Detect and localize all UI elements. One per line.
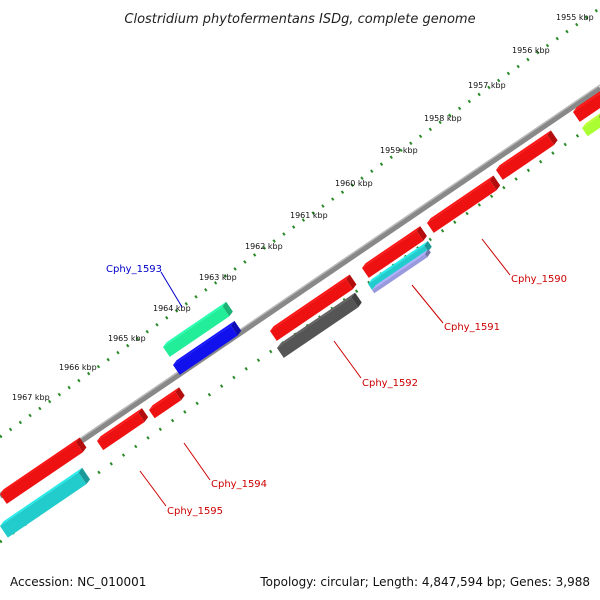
kbp-label: 1956 kbp: [512, 46, 550, 55]
leader-cphy-1593: [160, 271, 183, 308]
accession-text: Accession: NC_010001: [10, 575, 146, 589]
kbp-label: 1960 kbp: [335, 179, 373, 188]
kbp-label: 1958 kbp: [424, 114, 462, 123]
gene-top-right-lime-top-face: [582, 113, 600, 128]
gene-cphy-1592-red-side-face: [346, 274, 357, 290]
gene-cphy-1591-cyan-top-face: [368, 240, 428, 284]
kbp-label: 1962 kbp: [245, 242, 283, 251]
gene-cphy-1590-b[interactable]: [427, 175, 501, 233]
gene-label-cphy-1593[interactable]: Cphy_1593: [106, 264, 162, 275]
gene-top-right-red-front-face: [573, 94, 600, 122]
gene-cphy-1595[interactable]: [97, 408, 149, 451]
genome-backbone: [0, 85, 600, 499]
gene-features: [0, 91, 600, 538]
gene-cphy-1592[interactable]: [277, 292, 362, 358]
genome-summary-text: Topology: circular; Length: 4,847,594 bp…: [259, 575, 590, 589]
gene-cphy-1594-side-face: [175, 387, 185, 401]
gene-top-right-red-top-face: [573, 91, 600, 112]
gene-left-red-front-face: [0, 442, 83, 504]
gene-upper-red-1-front-face: [362, 230, 424, 278]
kbp-label: 1959 kbp: [380, 146, 418, 155]
gene-cphy-1590-a-side-face: [547, 130, 558, 146]
gene-left-red-top-face: [0, 437, 80, 494]
gene-cphy-1595-front-face: [97, 412, 145, 451]
gene-left-cyan-top-face: [0, 467, 83, 526]
gene-upper-red-1-side-face: [416, 226, 427, 241]
gene-cphy-1591-cyan-front-face: [368, 245, 429, 290]
gene-cphy-1593[interactable]: [163, 301, 233, 357]
kbp-label: 1957 kbp: [468, 81, 506, 90]
gene-cphy-1593-front-face: [163, 306, 230, 357]
gene-cphy-1592-front-face: [277, 297, 359, 358]
gene-cphy-1590-b-side-face: [489, 175, 501, 191]
kbp-label: 1964 kbp: [153, 304, 191, 313]
gene-cphy-1591-cyan-side-face: [424, 240, 432, 252]
gene-upper-red-1-top-face: [362, 226, 421, 268]
outer-tick-ruler: [0, 6, 600, 439]
gene-cphy-1592-red-front-face: [270, 279, 353, 341]
gene-cphy-1594-front-face: [149, 392, 182, 419]
leader-cphy-1591: [411, 284, 444, 324]
gene-cphy-1593-side-face: [222, 301, 233, 317]
kbp-label: 1963 kbp: [199, 273, 237, 282]
leader-cphy-1590: [481, 238, 511, 276]
kbp-label: 1961 kbp: [290, 211, 328, 220]
gene-left-red[interactable]: [0, 437, 87, 504]
gene-cphy-1590-a-front-face: [496, 135, 555, 180]
gene-left-cyan-front-face: [0, 472, 87, 538]
kbp-label: 1955 kbp: [556, 13, 594, 22]
gene-top-right-lime-front-face: [582, 116, 600, 137]
genome-backbone-highlight: [0, 84, 600, 494]
kbp-label: 1967 kbp: [12, 393, 50, 402]
gene-cphy-1594-top-face: [149, 387, 180, 410]
gene-cphy-1593-top-face: [163, 301, 227, 347]
gene-cphy-1593-b-front-face: [173, 325, 238, 375]
gene-left-cyan-side-face: [78, 467, 91, 485]
map-title: Clostridium phytofermentans ISDg, comple…: [124, 12, 475, 27]
gene-cphy-1593-b[interactable]: [173, 320, 242, 375]
gene-cphy-1591-cyan[interactable]: [368, 240, 432, 290]
leader-cphy-1594: [183, 442, 211, 481]
kbp-labels: 1955 kbp 1956 kbp 1957 kbp 1958 kbp 1959 kbp…: [12, 13, 594, 402]
gene-cphy-1591-blue-top-face: [372, 249, 429, 290]
leader-cphy-1595: [139, 470, 167, 507]
gene-cphy-1595-top-face: [97, 408, 142, 441]
gene-cphy-1591-blue-side-face: [424, 249, 431, 258]
gene-cphy-1590-b-front-face: [427, 180, 497, 233]
gene-cphy-1592-side-face: [351, 292, 362, 308]
gene-cphy-1593-b-top-face: [173, 320, 235, 365]
gene-left-red-side-face: [76, 437, 87, 453]
gene-cphy-1591-blue-front-face: [372, 254, 428, 294]
gene-label-cphy-1591[interactable]: Cphy_1591: [444, 322, 500, 333]
gene-cphy-1595-side-face: [138, 408, 149, 422]
gene-label-cphy-1590[interactable]: Cphy_1590: [511, 274, 567, 285]
gene-cphy-1593-b-side-face: [230, 320, 242, 336]
leader-cphy-1592: [333, 340, 362, 379]
gene-cphy-1594[interactable]: [149, 387, 185, 419]
gene-upper-red-1[interactable]: [362, 226, 427, 278]
gene-cphy-1591-blue[interactable]: [372, 249, 431, 294]
gene-label-leaders: [139, 238, 511, 507]
kbp-label: 1966 kbp: [59, 363, 97, 372]
gene-cphy-1592-red[interactable]: [270, 274, 357, 341]
gene-label-cphy-1594[interactable]: Cphy_1594: [211, 479, 267, 490]
gene-label-cphy-1592[interactable]: Cphy_1592: [362, 378, 418, 389]
kbp-label: 1965 kbp: [108, 334, 146, 343]
gene-cphy-1592-top-face: [277, 292, 356, 348]
gene-cphy-1590-b-top-face: [427, 175, 494, 223]
gene-left-cyan[interactable]: [0, 467, 91, 538]
gene-cphy-1590-a[interactable]: [496, 130, 558, 180]
gene-label-cphy-1595[interactable]: Cphy_1595: [167, 506, 223, 517]
gene-cphy-1592-red-top-face: [270, 274, 350, 331]
gene-cphy-1590-a-top-face: [496, 130, 551, 170]
